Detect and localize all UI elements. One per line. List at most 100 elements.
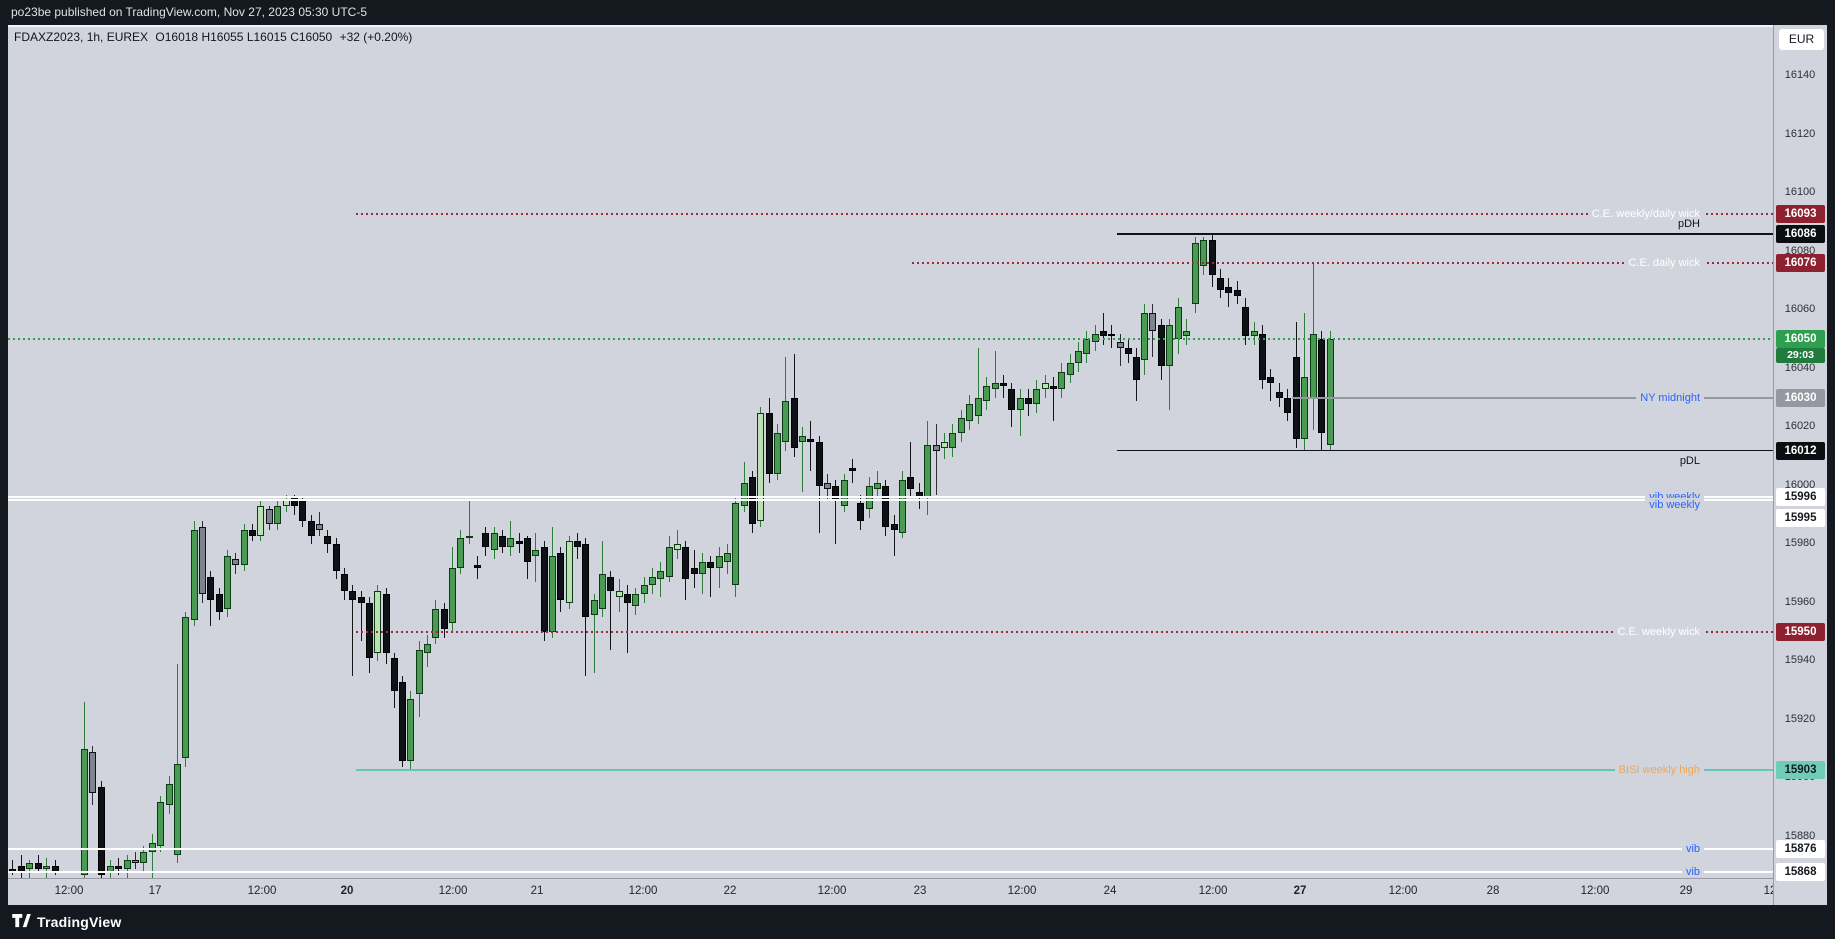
time-label: 12:00 <box>628 885 658 897</box>
price-badge: 15876 <box>1776 839 1825 858</box>
candle <box>1309 333 1317 398</box>
candle-wick <box>909 441 911 498</box>
candle <box>765 412 773 475</box>
candle <box>773 433 781 475</box>
candle <box>1216 277 1224 290</box>
candle <box>97 787 105 876</box>
legend-change: +32 (+0.20%) <box>339 30 413 44</box>
tradingview-logo-text: TradingView <box>37 914 122 930</box>
price-badge: 15950 <box>1776 623 1825 642</box>
time-label: 20 <box>340 885 354 897</box>
candle <box>1165 324 1173 366</box>
candle-wick <box>11 860 13 876</box>
candle <box>1007 389 1015 410</box>
candle-wick <box>468 500 470 545</box>
candle-wick <box>676 529 678 559</box>
price-badge: 15903 <box>1776 760 1825 779</box>
level-line <box>8 499 1773 502</box>
candle <box>1016 397 1024 410</box>
candle <box>406 699 414 761</box>
candle <box>856 503 864 521</box>
candle <box>1091 333 1099 343</box>
candle <box>1041 383 1049 390</box>
level-line <box>1117 233 1773 235</box>
candle <box>615 591 623 597</box>
candle <box>1049 386 1057 390</box>
currency-button[interactable]: EUR <box>1779 29 1824 50</box>
time-label: 28 <box>1486 885 1500 897</box>
candle <box>948 433 956 448</box>
candle <box>1250 330 1258 337</box>
candle-wick <box>593 594 595 674</box>
candle-wick <box>151 834 153 878</box>
candle <box>307 520 315 536</box>
candle <box>823 482 831 489</box>
level-line <box>1117 449 1773 452</box>
price-badge: 15996 <box>1776 488 1825 507</box>
publish-info-bar: po23be published on TradingView.com, Nov… <box>0 0 1835 25</box>
tradingview-logo-icon <box>12 913 31 927</box>
price-badge: 15868 <box>1776 863 1825 882</box>
candle <box>148 842 156 852</box>
candle <box>531 550 539 557</box>
time-axis[interactable]: 12:00 17 12:00 20 12:00 21 12:00 22 12:00 23 12:00… <box>8 878 1827 905</box>
candle <box>1032 389 1040 404</box>
candle <box>556 553 564 600</box>
candle <box>982 386 990 401</box>
candle-wick <box>659 561 661 597</box>
legend-ohlc: O16018 H16055 L16015 C16050 <box>155 30 333 44</box>
candle <box>1258 333 1266 381</box>
candle <box>88 752 96 794</box>
candle <box>34 863 42 870</box>
candle <box>348 591 356 600</box>
candle <box>606 576 614 592</box>
candle <box>640 585 648 595</box>
candle <box>540 547 548 633</box>
candle <box>706 561 714 568</box>
candle <box>781 400 789 442</box>
chart-plot-area[interactable]: C.E. weekly/daily wick pDH C.E. daily wick… <box>0 25 1773 878</box>
candle <box>481 532 489 548</box>
candle <box>1208 239 1216 276</box>
candle-wick <box>37 854 39 873</box>
time-label: 12:00 <box>1007 885 1037 897</box>
level-line <box>8 496 1773 499</box>
tradingview-logo[interactable]: TradingView <box>12 912 121 932</box>
candle <box>740 482 748 507</box>
level-line <box>912 262 1773 265</box>
candle <box>965 403 973 422</box>
level-label: vib weekly <box>1645 498 1704 513</box>
plot-top-divider <box>8 25 1773 27</box>
level-line <box>356 631 1773 634</box>
candle <box>173 763 181 855</box>
level-label: NY midnight <box>1636 390 1704 405</box>
price-tick: 16100 <box>1784 186 1816 199</box>
candle <box>315 523 323 530</box>
candle <box>223 556 231 609</box>
candle <box>473 564 481 568</box>
candle <box>415 649 423 694</box>
candle <box>1283 397 1291 413</box>
price-axis[interactable]: 16093 16086 16076 16050 29:03 16030 16012 15996… <box>1773 25 1827 905</box>
candle <box>382 594 390 653</box>
price-tick: 16140 <box>1784 69 1816 81</box>
candle <box>156 801 164 846</box>
candle <box>1148 313 1156 331</box>
candle <box>598 573 606 609</box>
candle <box>790 397 798 448</box>
time-label: 12:00 <box>54 885 84 897</box>
candle <box>1300 377 1308 439</box>
candle <box>498 535 506 548</box>
candle <box>25 863 33 870</box>
candle <box>1074 351 1082 363</box>
candle <box>165 784 173 805</box>
level-label: C.E. weekly/daily wick <box>1587 206 1704 221</box>
publish-info-text: po23be published on TradingView.com, Nov… <box>11 5 368 19</box>
price-badge: 16012 <box>1776 441 1825 460</box>
price-tick: 16000 <box>1784 478 1816 491</box>
candle <box>523 538 531 562</box>
candle-wick <box>360 591 362 641</box>
candle <box>332 544 340 571</box>
price-tick: 16080 <box>1784 244 1816 257</box>
time-label: 12:00 <box>438 885 468 897</box>
